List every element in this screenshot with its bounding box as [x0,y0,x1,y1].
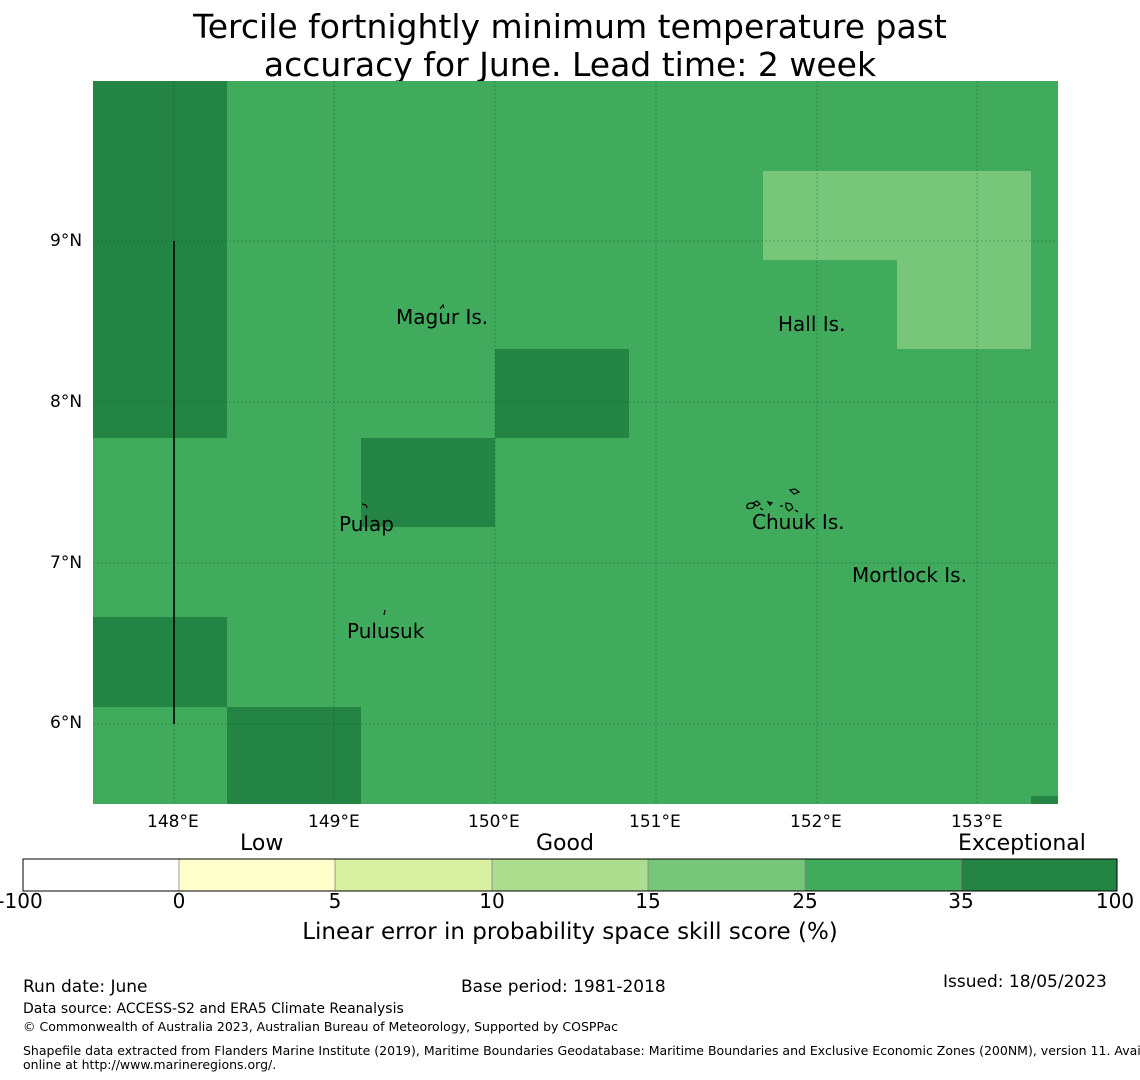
colorbar-tick: 100 [1095,889,1135,913]
colorbar-category-good: Good [536,831,594,856]
map-cell-good [897,260,1031,349]
lon-tick-label: 151°E [629,812,681,832]
map-cell-exceptional [93,617,227,707]
place-label-magur: Magur Is. [396,305,489,329]
lon-tick-label: 153°E [951,812,1003,832]
colorbar-segment [492,859,648,891]
colorbar-segment [335,859,492,891]
colorbar-category-exceptional: Exceptional [958,831,1086,856]
data-source: Data source: ACCESS-S2 and ERA5 Climate … [23,1001,404,1017]
colorbar-tick: -100 [0,889,43,913]
place-label-pulusuk: Pulusuk [347,619,425,643]
lon-tick-label: 150°E [468,812,520,832]
lat-tick-label: 7°N [50,553,83,573]
lat-tick-label: 8°N [50,392,83,412]
colorbar-tick: 15 [635,889,661,913]
island-outlines [361,303,801,616]
map-title-line-1: Tercile fortnightly minimum temperature … [193,7,947,46]
lat-tick-label: 9°N [50,231,83,251]
map-cell-exceptional [1031,796,1058,804]
colorbar-tick: 10 [479,889,505,913]
place-label-hall: Hall Is. [778,312,846,336]
colorbar-axis-label: Linear error in probability space skill … [302,919,838,945]
lon-tick-label: 148°E [147,812,199,832]
base-period: Base period: 1981-2018 [461,977,666,997]
map-cell-exceptional [495,349,629,438]
colorbar-tick: 0 [172,889,186,913]
shapefile-credit-line-2: online at http://www.marineregions.org/. [23,1057,277,1072]
colorbar-segment [648,859,805,891]
lon-tick-label: 152°E [790,812,842,832]
colorbar-tick: 25 [792,889,818,913]
colorbar-segment [23,859,179,891]
run-date: Run date: June [23,977,148,997]
map-cell-exceptional [361,438,495,527]
place-label-mortlock: Mortlock Is. [852,563,967,587]
lat-tick-label: 6°N [50,713,83,733]
colorbar-category-low: Low [240,831,284,856]
map-cell-good [763,171,1031,260]
place-label-pulap: Pulap [339,512,394,536]
map-title-line-2: accuracy for June. Lead time: 2 week [263,45,877,84]
lon-tick-label: 149°E [308,812,360,832]
colorbar-segment [961,859,1117,891]
map-cell-exceptional [93,81,227,438]
skill-map [93,81,1058,804]
colorbar-border [22,858,1118,892]
shapefile-credit-line-1: Shapefile data extracted from Flanders M… [23,1043,1140,1058]
colorbar-tick: 35 [948,889,974,913]
place-label-chuuk: Chuuk Is. [752,510,845,534]
map-cell-exceptional [227,707,361,804]
colorbar-tick: 5 [328,889,342,913]
colorbar-segment [805,859,961,891]
issued-date: Issued: 18/05/2023 [943,972,1107,992]
colorbar [22,858,1118,892]
copyright-notice: © Commonwealth of Australia 2023, Austra… [23,1019,618,1034]
colorbar-segment [179,859,335,891]
